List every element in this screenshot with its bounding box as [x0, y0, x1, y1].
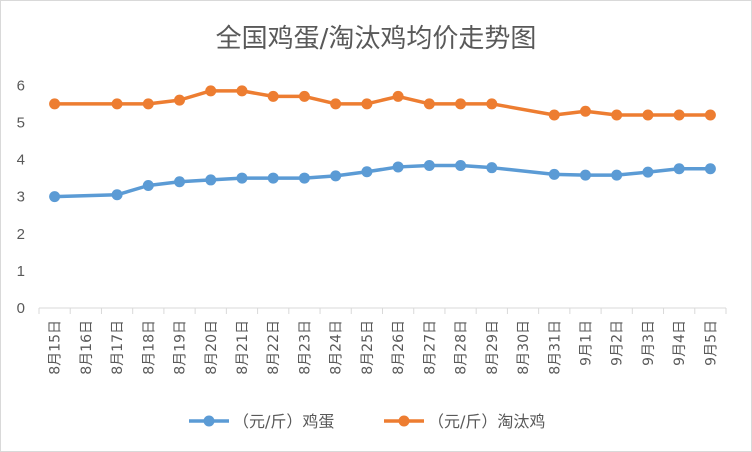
axes-layer: 0 1 2 3 4 5 6 8月15日 8月16日 8月17日 8月18日 8月19日 8月20日 8月2… — [17, 77, 727, 375]
legend-item: （元/斤）鸡蛋 — [189, 412, 334, 431]
series-layer — [49, 85, 716, 203]
data-point — [330, 98, 342, 110]
x-tick-label: 8月26日 — [391, 320, 407, 375]
x-tick-label: 8月15日 — [48, 320, 64, 375]
x-tick-label: 8月22日 — [266, 320, 282, 375]
series-2 — [49, 85, 716, 121]
data-point — [49, 98, 61, 110]
data-point — [455, 159, 467, 171]
data-point — [111, 189, 123, 201]
data-point — [392, 90, 404, 102]
data-point — [49, 191, 61, 203]
x-tick-label: 8月29日 — [485, 320, 501, 375]
x-tick-label: 9月4日 — [672, 320, 688, 366]
x-tick-label: 9月5日 — [703, 320, 719, 366]
data-point — [236, 85, 248, 97]
data-point — [361, 98, 373, 110]
data-point — [205, 85, 217, 97]
legend-label: （元/斤）鸡蛋 — [233, 412, 334, 431]
data-point — [361, 166, 373, 178]
data-point — [611, 169, 623, 181]
x-tick-label: 9月1日 — [578, 320, 594, 366]
series-1 — [49, 159, 716, 203]
data-point — [579, 105, 591, 117]
x-tick-label: 8月25日 — [360, 320, 376, 375]
x-tick-label: 8月21日 — [235, 320, 251, 375]
data-point — [673, 163, 685, 175]
y-tick-label: 3 — [17, 189, 25, 206]
data-point — [236, 172, 248, 184]
data-point — [330, 170, 342, 182]
y-tick-label: 1 — [17, 263, 25, 280]
x-tick-label: 8月16日 — [79, 320, 95, 375]
x-tick-label: 8月30日 — [516, 320, 532, 375]
legend: （元/斤）鸡蛋 （元/斤）淘汰鸡 — [189, 412, 545, 431]
legend-item: （元/斤）淘汰鸡 — [384, 412, 545, 431]
data-point — [298, 90, 310, 102]
data-point — [642, 109, 654, 121]
y-tick-label: 0 — [17, 300, 25, 317]
data-point — [611, 109, 623, 121]
data-point — [704, 109, 716, 121]
y-tick-label: 6 — [17, 77, 25, 94]
data-point — [205, 174, 217, 186]
data-point — [174, 94, 186, 106]
x-tick-label: 8月20日 — [204, 320, 220, 375]
data-point — [142, 180, 154, 191]
x-tick-label: 8月28日 — [454, 320, 470, 375]
x-tick-label: 8月31日 — [547, 320, 563, 375]
data-point — [673, 109, 685, 121]
x-tick-label: 8月24日 — [329, 320, 345, 375]
data-point — [704, 163, 716, 175]
y-tick-label: 5 — [17, 114, 25, 131]
data-point — [142, 98, 154, 110]
legend-marker — [398, 415, 410, 427]
data-point — [548, 109, 560, 121]
x-tick-label: 8月19日 — [173, 320, 189, 375]
legend-label: （元/斤）淘汰鸡 — [428, 412, 545, 431]
y-tick-label: 2 — [17, 226, 25, 243]
data-point — [392, 161, 404, 173]
chart-title: 全国鸡蛋/淘汰鸡均价走势图 — [216, 24, 537, 54]
data-point — [111, 98, 123, 110]
data-point — [423, 159, 435, 171]
data-point — [548, 168, 560, 180]
legend-marker — [203, 415, 215, 427]
series-line — [52, 163, 713, 199]
data-point — [642, 166, 654, 178]
data-point — [486, 162, 498, 174]
data-point — [267, 172, 279, 184]
data-point — [486, 98, 498, 110]
data-point — [298, 172, 310, 184]
data-point — [579, 169, 591, 181]
data-point — [423, 98, 435, 110]
x-tick-label: 9月2日 — [610, 320, 626, 366]
x-tick-label: 8月27日 — [422, 320, 438, 375]
data-point — [267, 90, 279, 102]
x-tick-label: 8月23日 — [297, 320, 313, 375]
data-point — [455, 98, 467, 110]
x-tick-label: 9月3日 — [641, 320, 657, 366]
x-tick-label: 8月17日 — [110, 320, 126, 375]
y-tick-label: 4 — [17, 152, 25, 169]
x-tick-label: 8月18日 — [141, 320, 157, 375]
data-point — [174, 176, 186, 188]
